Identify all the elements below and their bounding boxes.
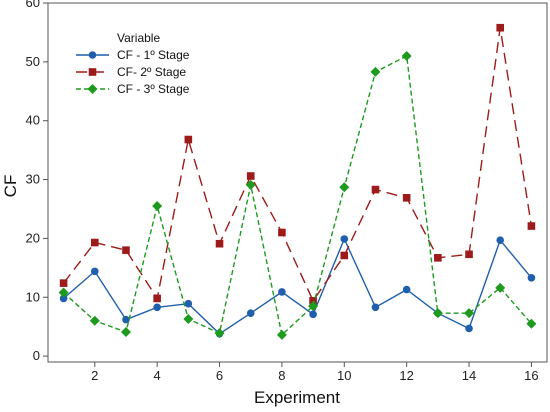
data-point bbox=[495, 282, 506, 293]
legend-label: CF- 2º Stage bbox=[117, 65, 186, 79]
data-point bbox=[153, 303, 161, 312]
data-point bbox=[215, 239, 224, 248]
data-point bbox=[465, 324, 473, 333]
y-tick-label: 10 bbox=[26, 289, 40, 304]
data-point bbox=[122, 246, 130, 254]
series-line bbox=[63, 27, 533, 303]
x-axis-label: Experiment bbox=[254, 388, 340, 407]
x-tick-label: 8 bbox=[278, 368, 285, 383]
x-tick-label: 6 bbox=[216, 368, 223, 383]
data-point bbox=[371, 185, 380, 194]
data-point bbox=[402, 285, 411, 294]
data-point bbox=[370, 66, 381, 77]
series-3 bbox=[58, 50, 537, 340]
legend-label: CF - 1º Stage bbox=[117, 48, 190, 62]
data-point bbox=[214, 328, 225, 339]
data-point bbox=[90, 238, 99, 247]
data-point bbox=[371, 303, 380, 312]
series-line bbox=[63, 54, 532, 337]
legend-swatch-marker bbox=[88, 68, 97, 76]
y-tick-label: 40 bbox=[26, 113, 40, 128]
y-tick-label: 20 bbox=[26, 230, 40, 245]
data-point bbox=[278, 228, 286, 237]
data-point bbox=[183, 314, 194, 325]
series-layer bbox=[58, 23, 537, 340]
data-point bbox=[276, 329, 287, 340]
data-point bbox=[89, 315, 100, 326]
data-point bbox=[309, 310, 317, 319]
data-point bbox=[340, 251, 349, 260]
data-point bbox=[58, 287, 69, 298]
data-point bbox=[184, 135, 193, 144]
data-point bbox=[465, 250, 473, 259]
y-tick-label: 0 bbox=[33, 348, 40, 363]
data-point bbox=[401, 50, 412, 61]
data-point bbox=[184, 299, 193, 308]
legend-item: CF - 1º Stage bbox=[76, 48, 190, 62]
data-point bbox=[122, 315, 130, 324]
data-point bbox=[464, 308, 475, 319]
y-axis: 0 10 20 30 40 50 60 bbox=[26, 0, 48, 363]
data-point bbox=[120, 326, 131, 337]
legend-label: CF - 3º Stage bbox=[117, 82, 190, 96]
data-point bbox=[59, 294, 68, 303]
x-axis: 2 4 6 8 10 12 14 16 bbox=[91, 362, 539, 383]
data-point bbox=[153, 294, 161, 303]
data-point bbox=[278, 288, 286, 296]
plot-area-frame bbox=[47, 2, 548, 363]
x-tick-label: 4 bbox=[154, 368, 161, 383]
data-point bbox=[432, 308, 443, 319]
data-point bbox=[434, 254, 442, 262]
legend-swatch-marker bbox=[88, 51, 97, 59]
data-point bbox=[90, 267, 99, 276]
data-point bbox=[309, 296, 317, 305]
legend-items: CF - 1º Stage CF- 2º Stage CF - 3º Stage bbox=[76, 48, 190, 96]
data-point bbox=[152, 201, 163, 212]
data-point bbox=[308, 301, 319, 312]
y-tick-label: 50 bbox=[26, 54, 40, 69]
data-point bbox=[527, 222, 536, 230]
data-point bbox=[339, 182, 350, 193]
series-line bbox=[63, 237, 532, 335]
data-point bbox=[340, 235, 349, 243]
legend-swatch-marker bbox=[87, 84, 98, 94]
series-2 bbox=[59, 23, 536, 305]
data-point bbox=[526, 318, 537, 329]
data-point bbox=[246, 309, 255, 317]
y-tick-label: 30 bbox=[26, 172, 40, 187]
data-point bbox=[59, 279, 68, 287]
data-point bbox=[496, 23, 505, 32]
data-point bbox=[245, 179, 256, 190]
x-tick-label: 14 bbox=[462, 368, 476, 383]
y-axis-label: CF bbox=[1, 175, 20, 198]
legend-title: Variable bbox=[117, 31, 160, 45]
data-point bbox=[402, 194, 411, 202]
data-point bbox=[527, 274, 536, 282]
data-point bbox=[246, 172, 255, 180]
legend-item: CF- 2º Stage bbox=[76, 65, 186, 79]
y-tick-label: 60 bbox=[26, 0, 40, 10]
legend-item: CF - 3º Stage bbox=[76, 82, 190, 96]
series-1 bbox=[59, 235, 536, 338]
x-tick-label: 10 bbox=[337, 368, 351, 383]
data-point bbox=[496, 236, 505, 244]
legend: Variable CF - 1º Stage CF- 2º Stage CF - 3… bbox=[76, 31, 190, 96]
x-tick-label: 2 bbox=[91, 368, 98, 383]
x-tick-label: 12 bbox=[399, 368, 413, 383]
x-tick-label: 16 bbox=[524, 368, 538, 383]
